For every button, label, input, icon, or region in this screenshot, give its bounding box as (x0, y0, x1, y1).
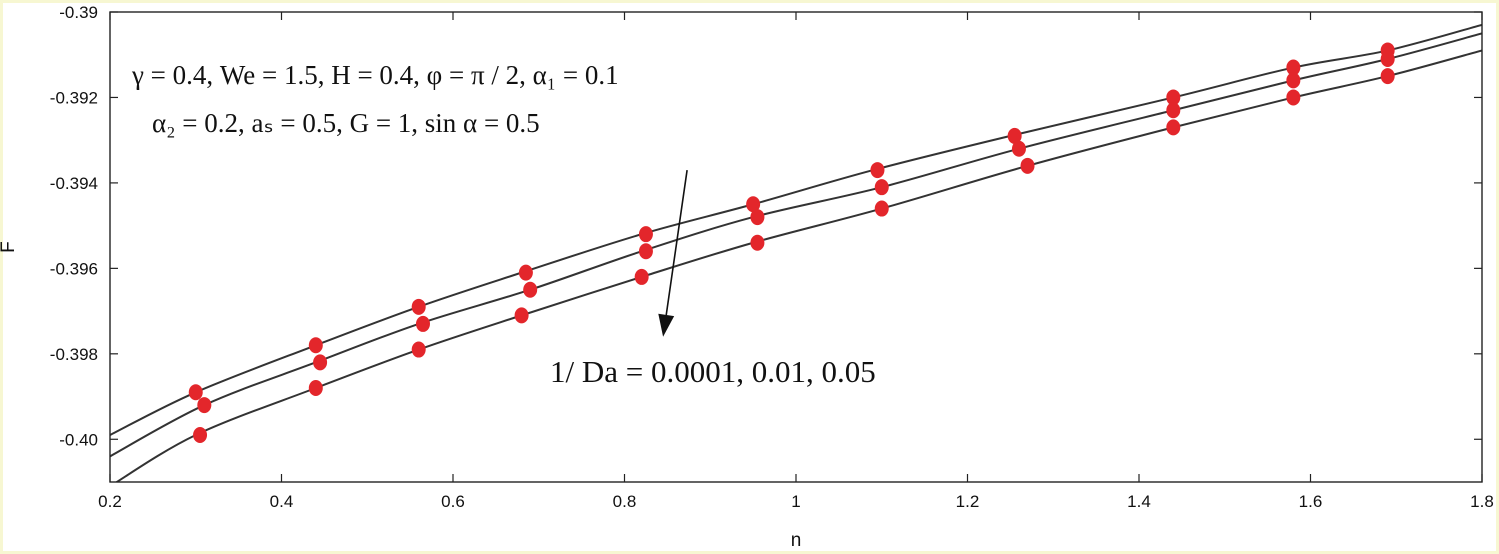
y-tick-label: -0.396 (50, 259, 98, 278)
data-marker (188, 384, 203, 401)
data-marker (1020, 157, 1035, 174)
data-marker (638, 226, 653, 243)
x-tick-label: 0.6 (441, 492, 465, 511)
y-tick-label: -0.398 (50, 345, 98, 364)
params-annotation-line1: γ = 0.4, We = 1.5, H = 0.4, φ = π / 2, α… (131, 60, 619, 90)
data-marker (411, 298, 426, 315)
x-tick-label: 1 (791, 492, 800, 511)
data-marker (197, 397, 212, 414)
data-marker (308, 380, 323, 396)
data-marker (1166, 119, 1181, 136)
data-marker (638, 243, 653, 260)
data-marker (1380, 68, 1395, 85)
x-tick-label: 1.6 (1299, 492, 1323, 511)
y-tick-label: -0.394 (50, 174, 98, 193)
data-marker (415, 315, 430, 332)
y-tick-label: -0.40 (59, 430, 98, 449)
data-marker (313, 354, 328, 371)
data-marker (1286, 89, 1301, 106)
data-marker (874, 200, 889, 217)
y-tick-label: -0.392 (50, 88, 98, 107)
x-tick-label: 1.8 (1470, 492, 1494, 511)
data-marker (514, 307, 529, 324)
x-tick-label: 1.4 (1127, 492, 1151, 511)
ticks-layer: 0.2 0.4 0.6 0.8 1 1.2 1.4 1.6 1.8 -0.39 -0.392 -0.3… (50, 3, 1494, 511)
da-values-annotation: 1/ Da = 0.0001, 0.01, 0.05 (550, 354, 876, 389)
data-marker (750, 234, 765, 251)
x-tick-label: 0.2 (98, 492, 122, 511)
data-marker (874, 179, 889, 196)
arrow-line (665, 169, 688, 316)
data-marker (1286, 59, 1301, 76)
markers-layer (188, 42, 1395, 443)
data-marker (193, 427, 208, 443)
y-axis-title: F (0, 241, 19, 253)
data-marker (870, 162, 885, 179)
data-marker (1011, 140, 1026, 157)
arrow-head (658, 313, 675, 337)
data-marker (750, 209, 765, 226)
annotations-layer: γ = 0.4, We = 1.5, H = 0.4, φ = π / 2, α… (131, 60, 876, 389)
data-marker (308, 337, 323, 354)
params-annotation-line2: α₂ = 0.2, aₛ = 0.5, G = 1, sin α = 0.5 (152, 108, 540, 138)
data-marker (1166, 102, 1181, 119)
data-marker (746, 196, 761, 213)
data-marker (1007, 127, 1022, 144)
data-marker (1380, 51, 1395, 67)
data-marker (1166, 89, 1181, 106)
data-marker (523, 281, 538, 298)
data-marker (1286, 72, 1301, 89)
data-marker (411, 341, 426, 358)
curves-layer (110, 23, 1482, 482)
x-tick-label: 0.8 (613, 492, 637, 511)
data-marker (518, 264, 533, 281)
y-tick-label: -0.39 (59, 3, 98, 22)
x-tick-label: 0.4 (270, 492, 294, 511)
data-marker (634, 268, 649, 285)
x-tick-label: 1.2 (956, 492, 980, 511)
x-axis-title: n (791, 530, 802, 551)
